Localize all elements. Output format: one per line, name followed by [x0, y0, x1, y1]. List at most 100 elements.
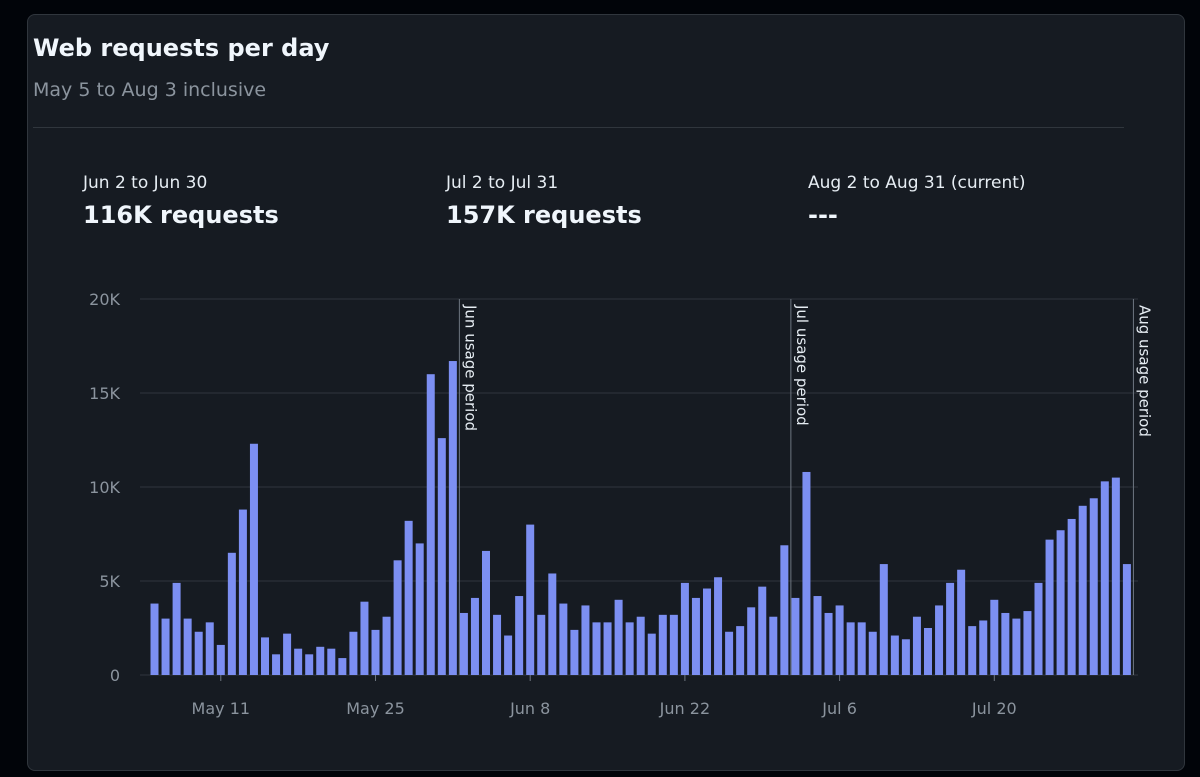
stat-july: Jul 2 to Jul 31 157K requests [446, 173, 642, 229]
data-bar [205, 622, 214, 675]
stat-august: Aug 2 to Aug 31 (current) --- [808, 173, 1026, 229]
data-bar [946, 582, 955, 675]
data-bar [393, 560, 402, 675]
data-bar [261, 637, 269, 675]
data-bar [459, 612, 468, 675]
x-tick-label: Jul 6 [821, 699, 857, 718]
data-bar [172, 582, 181, 675]
y-tick-label: 10K [89, 478, 120, 497]
y-tick-label: 0 [110, 666, 120, 685]
data-bar [327, 648, 336, 675]
data-bar [371, 629, 380, 675]
data-bar [1089, 498, 1098, 675]
data-bar [194, 631, 203, 675]
data-bar [714, 577, 723, 675]
data-bar [537, 614, 546, 675]
data-bar [548, 573, 557, 675]
data-bar [426, 374, 435, 675]
data-bar [957, 569, 966, 675]
data-bar [1122, 564, 1131, 675]
data-bar [404, 520, 413, 675]
data-bar [990, 599, 999, 675]
data-bar [1045, 539, 1054, 675]
data-bar [846, 622, 855, 675]
y-tick-label: 5K [99, 572, 120, 591]
data-bar [901, 639, 910, 675]
data-bar [813, 596, 822, 675]
data-bar [680, 582, 689, 675]
data-bar [857, 622, 866, 675]
data-bar [238, 509, 247, 675]
data-bar [559, 603, 568, 675]
data-bar [283, 633, 292, 675]
data-bar [647, 633, 656, 675]
data-bar [150, 603, 159, 675]
card-title: Web requests per day [33, 34, 330, 62]
data-bar [349, 631, 358, 675]
data-bar [747, 607, 756, 675]
usage-period-label: Jun usage period [461, 304, 479, 431]
data-bar [493, 614, 502, 675]
data-bar [227, 552, 236, 675]
data-bar [736, 626, 745, 675]
data-bar [791, 597, 800, 675]
data-bar [1056, 530, 1065, 675]
data-bar [316, 646, 325, 675]
x-tick-label: Jun 8 [509, 699, 550, 718]
data-bar [1023, 611, 1032, 675]
stat-label: Jul 2 to Jul 31 [446, 173, 559, 193]
data-bar [570, 629, 579, 675]
card-subtitle: May 5 to Aug 3 inclusive [33, 79, 267, 101]
data-bar [470, 597, 479, 675]
stat-value: 157K requests [446, 201, 642, 229]
data-bar [526, 524, 535, 675]
data-bar [968, 626, 977, 675]
stat-june: Jun 2 to Jun 30 116K requests [83, 173, 279, 229]
data-bar [769, 616, 778, 675]
data-bar [1012, 618, 1021, 675]
x-tick-label: May 25 [346, 699, 405, 718]
data-bar [935, 605, 944, 675]
x-tick-label: Jul 20 [971, 699, 1017, 718]
data-bar [1111, 477, 1120, 675]
stat-label: Jun 2 to Jun 30 [83, 173, 208, 193]
data-bar [1001, 612, 1010, 675]
data-bar [1078, 505, 1087, 675]
data-bar [669, 614, 678, 675]
data-bar [249, 443, 258, 675]
data-bar [161, 618, 170, 675]
data-bar [614, 599, 623, 675]
data-bar [272, 654, 281, 675]
data-bar [183, 618, 192, 675]
data-bar [868, 631, 877, 675]
data-bar [824, 612, 833, 675]
data-bar [924, 628, 932, 675]
data-bar [691, 597, 700, 675]
header-divider [33, 127, 1124, 128]
data-bar [1067, 518, 1076, 675]
data-bar [758, 586, 767, 675]
data-bar [636, 616, 645, 675]
y-tick-label: 20K [89, 290, 120, 309]
data-bar [603, 622, 612, 675]
data-bar [382, 616, 391, 675]
data-bar [338, 658, 347, 675]
data-bar [482, 550, 490, 675]
stat-value: 116K requests [83, 201, 279, 229]
data-bar [802, 471, 811, 675]
data-bar [725, 631, 734, 675]
data-bar [912, 616, 921, 675]
data-bar [305, 654, 314, 675]
data-bar [437, 438, 446, 675]
x-tick-label: May 11 [192, 699, 251, 718]
usage-period-label: Jul usage period [793, 304, 811, 426]
data-bar [592, 622, 601, 675]
data-bar [504, 635, 513, 675]
data-bar [658, 614, 667, 675]
data-bar [360, 601, 369, 675]
data-bar [890, 635, 899, 675]
stat-label: Aug 2 to Aug 31 (current) [808, 173, 1026, 193]
data-bar [415, 543, 424, 675]
stat-value: --- [808, 201, 838, 229]
